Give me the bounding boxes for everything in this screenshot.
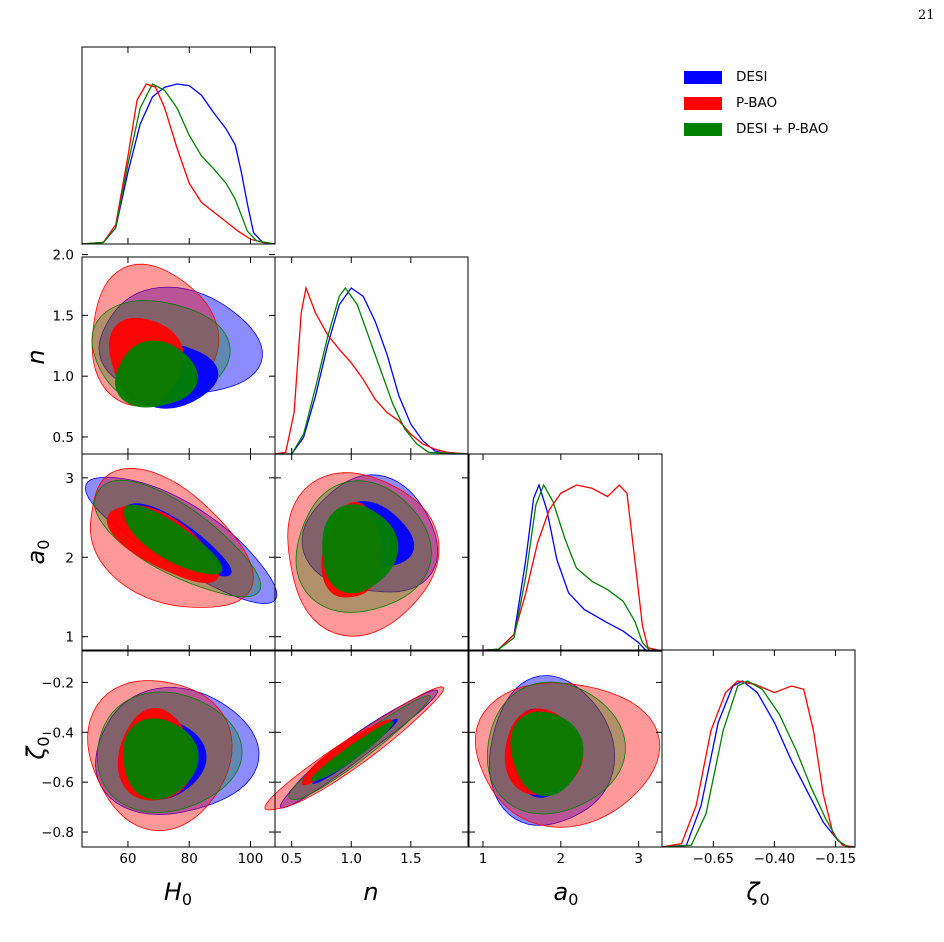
y-tick-label: 2.0 bbox=[53, 248, 74, 264]
marginal-curve-n-1 bbox=[274, 285, 469, 455]
panel-frame-2-2 bbox=[468, 453, 663, 652]
y-tick-label: 1.0 bbox=[53, 369, 74, 385]
marginal-curve-zeta0-1 bbox=[661, 680, 856, 848]
y-axis-label-a0: a0 bbox=[22, 540, 53, 565]
x-tick-label: 2 bbox=[557, 851, 566, 867]
x-tick-label: 60 bbox=[119, 851, 136, 867]
legend-label-combined: DESI + P-BAO bbox=[736, 121, 829, 137]
contour-inner-23-2 bbox=[510, 711, 584, 797]
y-tick-label: 2 bbox=[65, 550, 74, 566]
marginal-curve-zeta0-2 bbox=[661, 680, 855, 848]
marginal-curve-h0-0 bbox=[81, 83, 276, 245]
panel-frame-0-0 bbox=[81, 46, 276, 245]
legend-item-combined: DESI + P-BAO bbox=[684, 116, 829, 142]
legend-item-pbao: P-BAO bbox=[684, 90, 829, 116]
panel-frame-3-3 bbox=[661, 649, 856, 848]
x-tick-label: 3 bbox=[634, 851, 643, 867]
x-tick-label: −0.40 bbox=[754, 851, 795, 867]
y-axis-label-n: n bbox=[22, 349, 50, 364]
x-tick-label: −0.15 bbox=[815, 851, 856, 867]
x-axis-label-zeta0: ζ0 bbox=[745, 878, 769, 909]
y-axis-label-zeta0: ζ0 bbox=[22, 736, 53, 760]
contour-inner-13-2 bbox=[310, 721, 394, 782]
marginal-curve-h0-1 bbox=[81, 83, 276, 245]
marginal-curve-a0-2 bbox=[468, 483, 662, 652]
legend-label-desi: DESI bbox=[736, 69, 768, 85]
page-number: 21 bbox=[918, 8, 935, 23]
x-tick-label: 1.5 bbox=[400, 851, 421, 867]
marginal-curve-n-0 bbox=[275, 287, 468, 455]
marginal-curve-h0-2 bbox=[81, 83, 276, 245]
panel-frame-1-2 bbox=[274, 453, 469, 652]
marginal-curve-n-2 bbox=[275, 286, 469, 455]
x-tick-label: 0.5 bbox=[281, 851, 302, 867]
y-tick-label: 1.5 bbox=[53, 308, 74, 324]
x-axis-label-n: n bbox=[363, 878, 378, 906]
contour-inner-02-2 bbox=[123, 504, 223, 575]
contour-inner-12-2 bbox=[322, 504, 399, 594]
x-tick-label: 1 bbox=[479, 851, 488, 867]
panel-frame-1-1 bbox=[274, 256, 469, 455]
panel-frame-1-3 bbox=[274, 649, 469, 848]
y-tick-label: −0.4 bbox=[41, 725, 74, 741]
x-tick-label: 100 bbox=[238, 851, 264, 867]
x-axis-label-a0: a0 bbox=[554, 878, 579, 909]
y-tick-label: 3 bbox=[65, 471, 74, 487]
y-tick-label: 0.5 bbox=[53, 430, 74, 446]
contour-inner-01-2 bbox=[115, 340, 198, 408]
legend-label-pbao: P-BAO bbox=[736, 95, 778, 111]
legend-item-desi: DESI bbox=[684, 64, 829, 90]
y-tick-label: −0.8 bbox=[41, 825, 74, 841]
marginal-curve-zeta0-0 bbox=[661, 680, 855, 848]
x-axis-label-h0: H0 bbox=[164, 878, 192, 909]
x-tick-label: 1.0 bbox=[341, 851, 362, 867]
x-tick-label: 80 bbox=[181, 851, 198, 867]
y-tick-label: −0.6 bbox=[41, 775, 74, 791]
y-tick-label: −0.2 bbox=[41, 675, 74, 691]
y-tick-label: 1 bbox=[65, 630, 74, 646]
contour-inner-03-2 bbox=[123, 718, 199, 800]
legend-swatch-desi bbox=[684, 70, 722, 84]
x-tick-label: −0.65 bbox=[693, 851, 734, 867]
legend: DESI P-BAO DESI + P-BAO bbox=[684, 64, 829, 142]
legend-swatch-combined bbox=[684, 122, 722, 136]
marginal-curve-a0-1 bbox=[468, 484, 663, 652]
legend-swatch-pbao bbox=[684, 96, 722, 110]
marginal-curve-a0-0 bbox=[468, 483, 662, 652]
